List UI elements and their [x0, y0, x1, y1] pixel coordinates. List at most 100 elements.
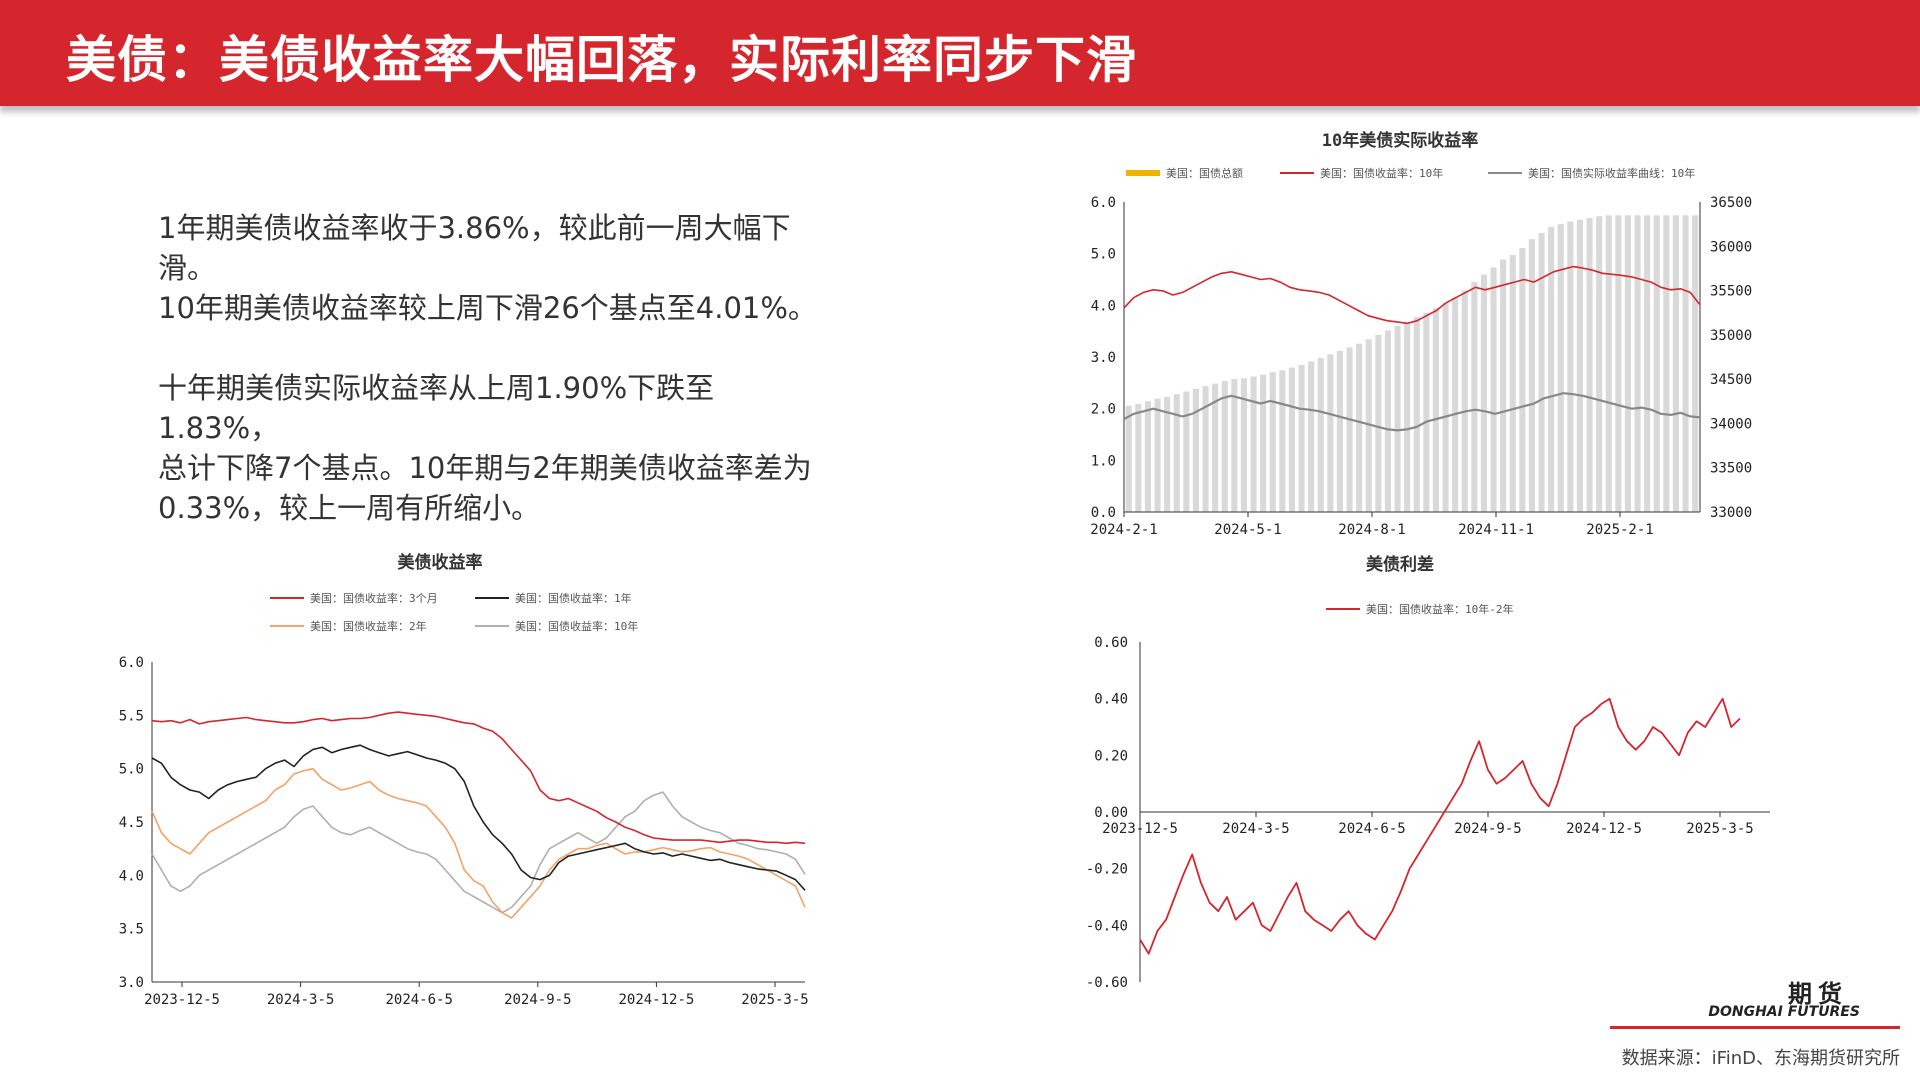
debt-bar — [1644, 215, 1651, 513]
debt-bar — [1308, 361, 1315, 512]
x-tick-label: 2023-12-5 — [144, 992, 220, 1008]
y-tick-label: 0.00 — [1094, 805, 1128, 821]
y-tick-label: 4.5 — [119, 815, 144, 831]
y-tick-label: 5.0 — [119, 762, 144, 778]
debt-bar — [1365, 339, 1372, 512]
debt-bar — [1183, 391, 1190, 512]
debt-bar — [1682, 215, 1689, 513]
debt-bar — [1404, 321, 1411, 512]
legend-label: 美国：国债收益率：10年-2年 — [1366, 602, 1514, 616]
debt-bar — [1250, 376, 1257, 512]
debt-bar — [1663, 215, 1670, 513]
x-tick-label: 2024-8-1 — [1338, 522, 1405, 538]
debt-bar — [1653, 215, 1660, 513]
debt-bar — [1432, 308, 1439, 512]
legend-swatch — [1126, 170, 1160, 176]
chart-real-yield: 10年美债实际收益率美国：国债总额 美国：国债收益率：10年 美国：国债实际收益率曲… — [1060, 126, 1780, 546]
chart-title: 美债收益率 — [398, 552, 483, 573]
debt-bar — [1461, 290, 1468, 512]
y-tick-label: -0.40 — [1086, 918, 1128, 934]
debt-bar — [1202, 386, 1209, 512]
debt-bar — [1586, 217, 1593, 512]
debt-bar — [1442, 303, 1449, 512]
y-tick-label: 6.0 — [119, 655, 144, 671]
chart-treasury-yields: 美债收益率 美国：国债收益率：3个月 美国：国债收益率：1年 美国：国债收益率：2年 美… — [110, 550, 830, 1010]
y-tick-label: 0.60 — [1094, 635, 1128, 651]
debt-bar — [1317, 357, 1324, 512]
summary-line: 10年期美债收益率较上周下滑26个基点至4.01%。 — [158, 291, 817, 325]
company-logo: 期货 DONGHAI FUTURES — [1610, 974, 1900, 1029]
x-tick-label: 2024-9-5 — [1454, 821, 1521, 837]
y-tick-label: 0.40 — [1094, 692, 1128, 708]
y-tick-label: 3.5 — [119, 922, 144, 938]
debt-bar — [1413, 317, 1420, 512]
debt-bar — [1509, 255, 1516, 512]
y-right-tick-label: 35500 — [1710, 284, 1752, 300]
debt-bar — [1173, 394, 1180, 512]
legend-label: 美国：国债收益率：2年 — [310, 619, 427, 633]
series-line-2 — [151, 767, 806, 919]
debt-bar — [1394, 326, 1401, 512]
y-right-tick-label: 35000 — [1710, 328, 1752, 344]
debt-bar — [1423, 312, 1430, 512]
debt-bar — [1624, 215, 1631, 513]
debt-bar — [1240, 378, 1247, 512]
debt-bar — [1298, 365, 1305, 512]
debt-bar — [1346, 347, 1353, 512]
debt-bar — [1548, 226, 1555, 513]
debt-bar — [1490, 267, 1497, 512]
legend-label: 美国：国债收益率：10年 — [1320, 166, 1443, 180]
debt-bar — [1212, 383, 1219, 512]
data-source: 数据来源：iFinD、东海期货研究所 — [1621, 1048, 1900, 1069]
debt-bar — [1692, 215, 1699, 513]
logo-underline — [1610, 1026, 1900, 1029]
debt-bar — [1672, 215, 1679, 513]
debt-bar — [1375, 334, 1382, 512]
y-left-tick-label: 6.0 — [1091, 195, 1116, 211]
y-tick-label: 3.0 — [119, 975, 144, 991]
series-line-0 — [151, 711, 806, 845]
y-right-tick-label: 34000 — [1710, 416, 1752, 432]
summary-paragraph-2: 十年期美债实际收益率从上周1.90%下跌至1.83%， 总计下降7个基点。10年… — [158, 368, 818, 528]
y-right-tick-label: 33500 — [1710, 461, 1752, 477]
y-tick-label: 0.20 — [1094, 748, 1128, 764]
legend-label: 美国：国债实际收益率曲线：10年 — [1528, 166, 1695, 180]
summary-text: 1年期美债收益率收于3.86%，较此前一周大幅下滑。 10年期美债收益率较上周下… — [158, 208, 818, 568]
debt-bar — [1615, 215, 1622, 513]
debt-bar — [1260, 374, 1267, 512]
debt-bar — [1135, 403, 1142, 512]
debt-bar — [1480, 274, 1487, 512]
page-title: 美债：美债收益率大幅回落，实际利率同步下滑 — [66, 31, 1137, 89]
chart-title: 10年美债实际收益率 — [1322, 130, 1478, 151]
x-tick-label: 2024-5-1 — [1214, 522, 1281, 538]
y-left-tick-label: 3.0 — [1091, 350, 1116, 366]
summary-line: 0.33%，较上一周有所缩小。 — [158, 491, 541, 525]
debt-bar — [1144, 401, 1151, 512]
x-tick-label: 2024-3-5 — [1222, 821, 1289, 837]
debt-bar — [1634, 215, 1641, 513]
debt-bar — [1557, 224, 1564, 512]
y-left-tick-label: 5.0 — [1091, 247, 1116, 263]
summary-paragraph-1: 1年期美债收益率收于3.86%，较此前一周大幅下滑。 10年期美债收益率较上周下… — [158, 208, 818, 328]
debt-bar — [1231, 379, 1238, 512]
logo-en-text: DONGHAI FUTURES — [1708, 1004, 1860, 1020]
y-tick-label: -0.60 — [1086, 975, 1128, 990]
logo-cn-text: 期货 — [1788, 980, 1848, 1008]
x-tick-label: 2025-3-5 — [741, 992, 808, 1008]
x-tick-label: 2024-6-5 — [385, 992, 452, 1008]
x-tick-label: 2024-12-5 — [1566, 821, 1642, 837]
summary-line: 1年期美债收益率收于3.86%，较此前一周大幅下滑。 — [158, 211, 791, 285]
series-line-2 — [1123, 392, 1701, 432]
header-bar: 美债：美债收益率大幅回落，实际利率同步下滑 — [0, 0, 1920, 106]
y-tick-label: -0.20 — [1086, 862, 1128, 878]
legend-label: 美国：国债收益率：1年 — [515, 591, 632, 605]
x-tick-label: 2024-12-5 — [618, 992, 694, 1008]
chart-yield-spread: 美债利差 美国：国债收益率：10年-2年 0.60 0.40 0.20 0.00 -0.20… — [1070, 550, 1800, 990]
debt-bar — [1384, 330, 1391, 512]
legend-label: 美国：国债总额 — [1166, 166, 1243, 180]
series-line-1 — [1123, 265, 1701, 325]
debt-bar — [1519, 248, 1526, 512]
